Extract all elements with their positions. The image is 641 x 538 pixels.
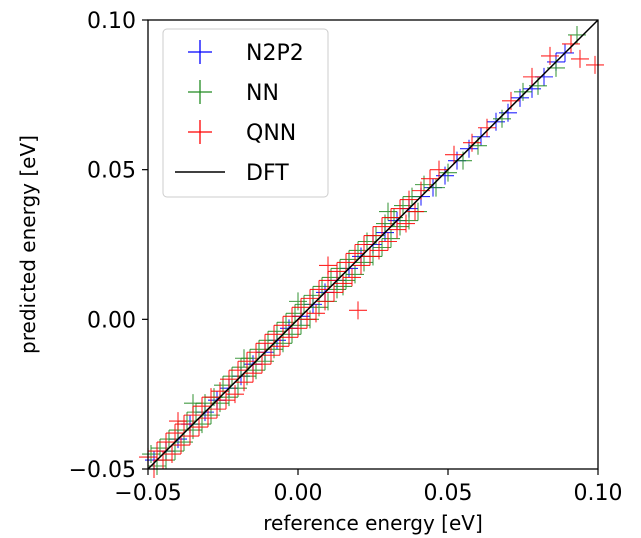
data-point xyxy=(373,217,391,236)
data-point xyxy=(397,214,415,233)
data-point xyxy=(541,46,559,65)
data-point xyxy=(169,412,187,431)
data-point xyxy=(316,292,334,311)
data-point xyxy=(208,400,226,419)
data-point xyxy=(274,316,292,335)
data-point xyxy=(337,253,355,272)
data-point xyxy=(463,133,481,152)
data-point xyxy=(289,319,307,338)
data-point xyxy=(562,34,580,53)
data-point xyxy=(283,307,301,326)
legend-label: N2P2 xyxy=(246,41,304,66)
reference-line-layer xyxy=(147,19,599,470)
data-point xyxy=(391,199,409,218)
data-point xyxy=(157,433,175,452)
data-point xyxy=(430,160,448,179)
data-point xyxy=(349,301,367,320)
data-point xyxy=(184,406,202,425)
legend-box xyxy=(162,28,329,198)
y-tick-label: 0.10 xyxy=(87,9,136,34)
y-tick-label: 0.00 xyxy=(87,308,136,333)
x-tick-label: 0.10 xyxy=(574,481,623,506)
data-point xyxy=(352,256,370,275)
data-point xyxy=(319,256,337,275)
x-tick-label: −0.05 xyxy=(114,481,181,506)
x-tick-label: 0.05 xyxy=(424,481,473,506)
data-point xyxy=(262,346,280,365)
data-point xyxy=(571,49,589,68)
data-point xyxy=(235,349,253,368)
data-point xyxy=(229,361,247,380)
y-tick-label: −0.05 xyxy=(69,458,136,483)
legend-label: DFT xyxy=(246,161,289,186)
data-point xyxy=(445,145,463,164)
data-point xyxy=(343,268,361,287)
data-point xyxy=(265,325,283,344)
dft-reference-line xyxy=(147,19,599,470)
axis-ticks: −0.05−0.05 0.00 0.00 0.05 0.05 0.10 0.10 xyxy=(69,9,623,506)
data-point xyxy=(238,352,256,371)
legend-item-n2p2: N2P2 xyxy=(188,40,304,66)
data-point xyxy=(199,409,217,428)
data-point xyxy=(355,235,373,254)
data-point xyxy=(220,370,238,389)
data-point xyxy=(310,280,328,299)
data-point xyxy=(307,304,325,323)
x-tick-label: 0.00 xyxy=(274,481,323,506)
legend-marker xyxy=(188,40,212,64)
legend-label: QNN xyxy=(246,121,296,146)
data-point xyxy=(346,244,364,263)
legend-label: NN xyxy=(246,81,279,106)
data-point xyxy=(382,208,400,227)
data-point xyxy=(226,385,244,404)
data-point xyxy=(292,298,310,317)
data-point xyxy=(181,427,199,446)
data-point xyxy=(364,226,382,245)
data-point xyxy=(523,67,541,86)
data-point xyxy=(253,355,271,374)
legend-item-qnn: QNN xyxy=(188,120,296,146)
legend-item-dft: DFT xyxy=(175,161,289,186)
plot-frame xyxy=(147,19,599,470)
x-axis-label: reference energy [eV] xyxy=(263,511,483,535)
data-point xyxy=(493,109,511,128)
data-point xyxy=(172,436,190,455)
data-point xyxy=(247,343,265,362)
data-point xyxy=(235,373,253,392)
data-point xyxy=(439,163,457,182)
data-point xyxy=(514,82,532,101)
legend: N2P2 NN QNN DFT xyxy=(162,28,329,198)
data-point xyxy=(370,241,388,260)
data-point xyxy=(325,283,343,302)
data-point xyxy=(421,169,439,188)
legend-marker xyxy=(188,120,212,144)
data-point xyxy=(271,337,289,356)
data-point xyxy=(586,55,604,74)
data-point xyxy=(379,232,397,251)
data-point xyxy=(280,328,298,347)
data-point xyxy=(256,334,274,353)
data-point xyxy=(478,118,496,137)
data-point xyxy=(163,445,181,464)
y-axis-label: predicted energy [eV] xyxy=(16,135,40,354)
data-point xyxy=(166,424,184,443)
legend-marker xyxy=(188,80,212,104)
data-point xyxy=(190,418,208,437)
data-point xyxy=(193,397,211,416)
data-point xyxy=(244,364,262,383)
legend-item-nn: NN xyxy=(188,80,279,106)
data-point xyxy=(400,190,418,209)
data-point xyxy=(406,202,424,221)
y-tick-label: 0.05 xyxy=(87,159,136,184)
data-point xyxy=(301,289,319,308)
